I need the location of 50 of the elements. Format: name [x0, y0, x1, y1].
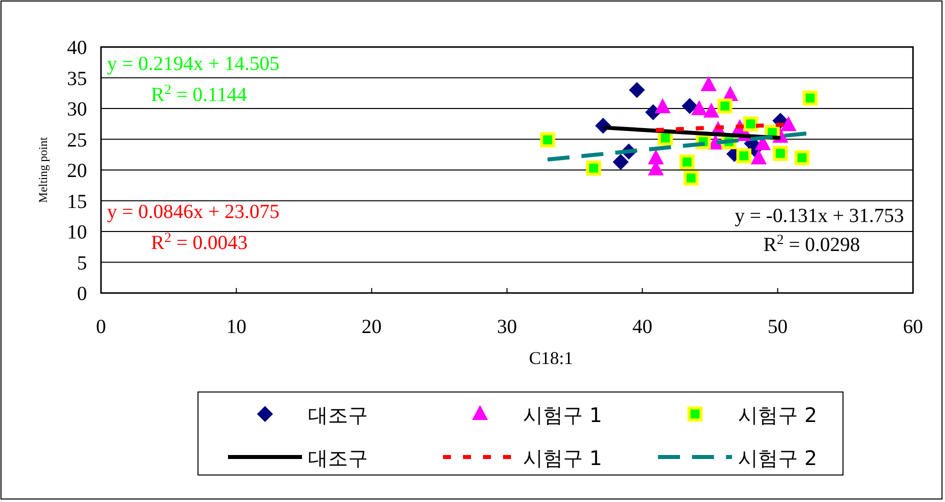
annotation: R$^{2}$ = 0.0298	[763, 232, 860, 256]
point	[679, 154, 694, 170]
legend-label: 시험구 1	[523, 446, 602, 470]
point	[586, 160, 602, 176]
y-axis-title: Melting point	[36, 136, 50, 203]
point	[802, 90, 818, 106]
annotation: R$^{2}$ = 0.1144	[151, 82, 247, 106]
y-tick-label: 0	[77, 283, 87, 305]
point	[703, 102, 720, 118]
legend-label: 대조구	[308, 403, 368, 427]
x-tick-label: 20	[362, 316, 382, 338]
annotation: y = 0.2194x + 14.505	[107, 53, 280, 75]
y-tick-label: 35	[67, 68, 87, 90]
point	[540, 132, 556, 148]
y-tick-label: 10	[67, 222, 87, 244]
legend-label: 시험구 2	[738, 403, 818, 427]
point	[691, 100, 708, 116]
point	[628, 82, 645, 98]
x-tick-label: 50	[768, 316, 788, 338]
y-tick-label: 20	[67, 160, 87, 182]
y-tick-label: 25	[67, 129, 87, 152]
point	[700, 76, 717, 92]
y-tick-label: 30	[67, 98, 87, 120]
y-tick-label: 15	[67, 190, 87, 213]
point	[780, 116, 796, 132]
point	[648, 149, 664, 164]
point	[682, 98, 698, 114]
x-axis-title: C18:1	[528, 348, 574, 368]
point	[717, 98, 732, 114]
x-tick-label: 10	[226, 316, 246, 338]
x-tick-label: 30	[497, 316, 517, 338]
point	[794, 150, 810, 166]
annotation: y = 0.0846x + 23.075	[107, 201, 280, 223]
point	[736, 148, 752, 164]
point	[743, 116, 758, 132]
legend-label: 시험구 1	[523, 403, 602, 427]
x-tick-label: 40	[632, 316, 652, 338]
y-tick-label: 5	[77, 252, 87, 274]
x-tick-label: 0	[96, 316, 106, 338]
point	[772, 146, 788, 161]
point	[654, 98, 671, 114]
legend-label: 대조구	[308, 446, 368, 470]
point	[612, 154, 629, 170]
annotation: y = -0.131x + 31.753	[734, 205, 904, 227]
legend-label: 시험구 2	[738, 446, 818, 470]
y-tick-label: 40	[67, 37, 87, 59]
annotation: R$^{2}$ = 0.0043	[151, 230, 248, 254]
x-tick-label: 60	[903, 316, 923, 338]
point	[750, 149, 767, 164]
point	[684, 170, 699, 186]
